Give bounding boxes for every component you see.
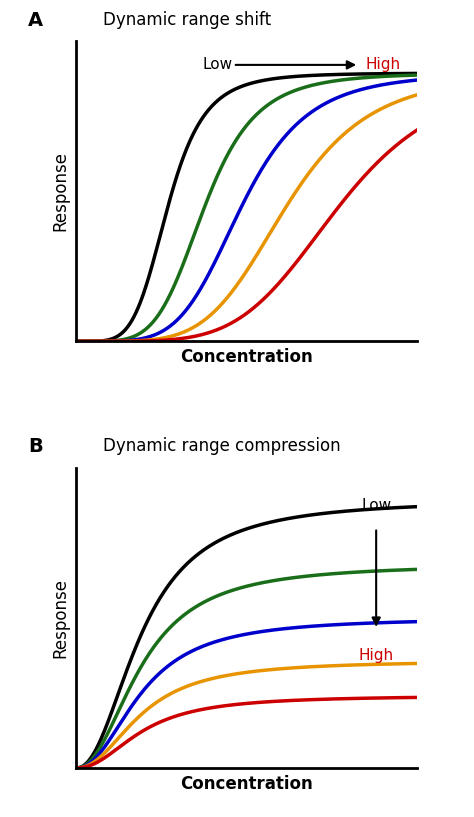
Text: High: High: [359, 648, 394, 663]
X-axis label: Concentration: Concentration: [180, 775, 313, 793]
X-axis label: Concentration: Concentration: [180, 348, 313, 366]
Text: Dynamic range shift: Dynamic range shift: [103, 11, 271, 29]
Text: High: High: [366, 57, 401, 73]
Text: Dynamic range compression: Dynamic range compression: [103, 437, 341, 455]
Text: B: B: [28, 437, 43, 457]
Text: A: A: [28, 11, 43, 29]
Y-axis label: Response: Response: [51, 578, 69, 658]
Text: Low: Low: [202, 57, 232, 73]
Y-axis label: Response: Response: [51, 151, 69, 231]
Text: Low: Low: [361, 498, 391, 512]
